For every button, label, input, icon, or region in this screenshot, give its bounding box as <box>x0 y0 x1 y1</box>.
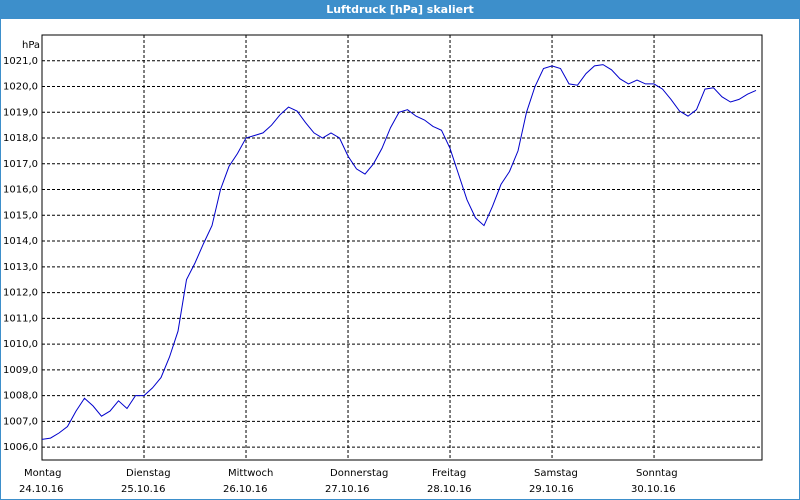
line-series <box>41 64 757 440</box>
title-bar <box>0 0 800 19</box>
y-tick-label: 1013,0 <box>3 262 38 273</box>
y-tick-label: 1010,0 <box>3 339 38 350</box>
x-tick-label: Mittwoch <box>228 468 273 479</box>
y-tick-label: 1017,0 <box>3 159 38 170</box>
y-axis-label: hPa <box>22 40 40 51</box>
y-tick-label: 1009,0 <box>3 365 38 376</box>
y-tick-label: 1019,0 <box>3 107 38 118</box>
y-tick-label: 1020,0 <box>3 82 38 93</box>
x-tick-date: 25.10.16 <box>121 484 166 495</box>
y-tick-label: 1021,0 <box>3 56 38 67</box>
x-tick-date: 27.10.16 <box>325 484 370 495</box>
x-tick-label: Dienstag <box>126 468 171 479</box>
y-tick-label: 1014,0 <box>3 236 38 247</box>
x-tick-date: 26.10.16 <box>223 484 268 495</box>
y-tick-label: 1015,0 <box>3 210 38 221</box>
y-tick-label: 1006,0 <box>3 442 38 453</box>
y-tick-label: 1016,0 <box>3 185 38 196</box>
x-tick-label: Freitag <box>432 468 466 479</box>
y-tick-label: 1007,0 <box>3 416 38 427</box>
y-tick-label: 1012,0 <box>3 288 38 299</box>
y-tick-label: 1008,0 <box>3 391 38 402</box>
x-tick-label: Samstag <box>534 468 578 479</box>
x-tick-label: Sonntag <box>636 468 678 479</box>
x-tick-date: 29.10.16 <box>529 484 574 495</box>
y-tick-label: 1018,0 <box>3 133 38 144</box>
x-tick-label: Donnerstag <box>330 468 388 479</box>
x-tick-date: 30.10.16 <box>631 484 676 495</box>
x-tick-date: 24.10.16 <box>19 484 64 495</box>
y-tick-label: 1011,0 <box>3 313 38 324</box>
chart-title: Luftdruck [hPa] skaliert <box>326 3 474 16</box>
x-tick-label: Montag <box>24 468 61 479</box>
x-tick-date: 28.10.16 <box>427 484 472 495</box>
